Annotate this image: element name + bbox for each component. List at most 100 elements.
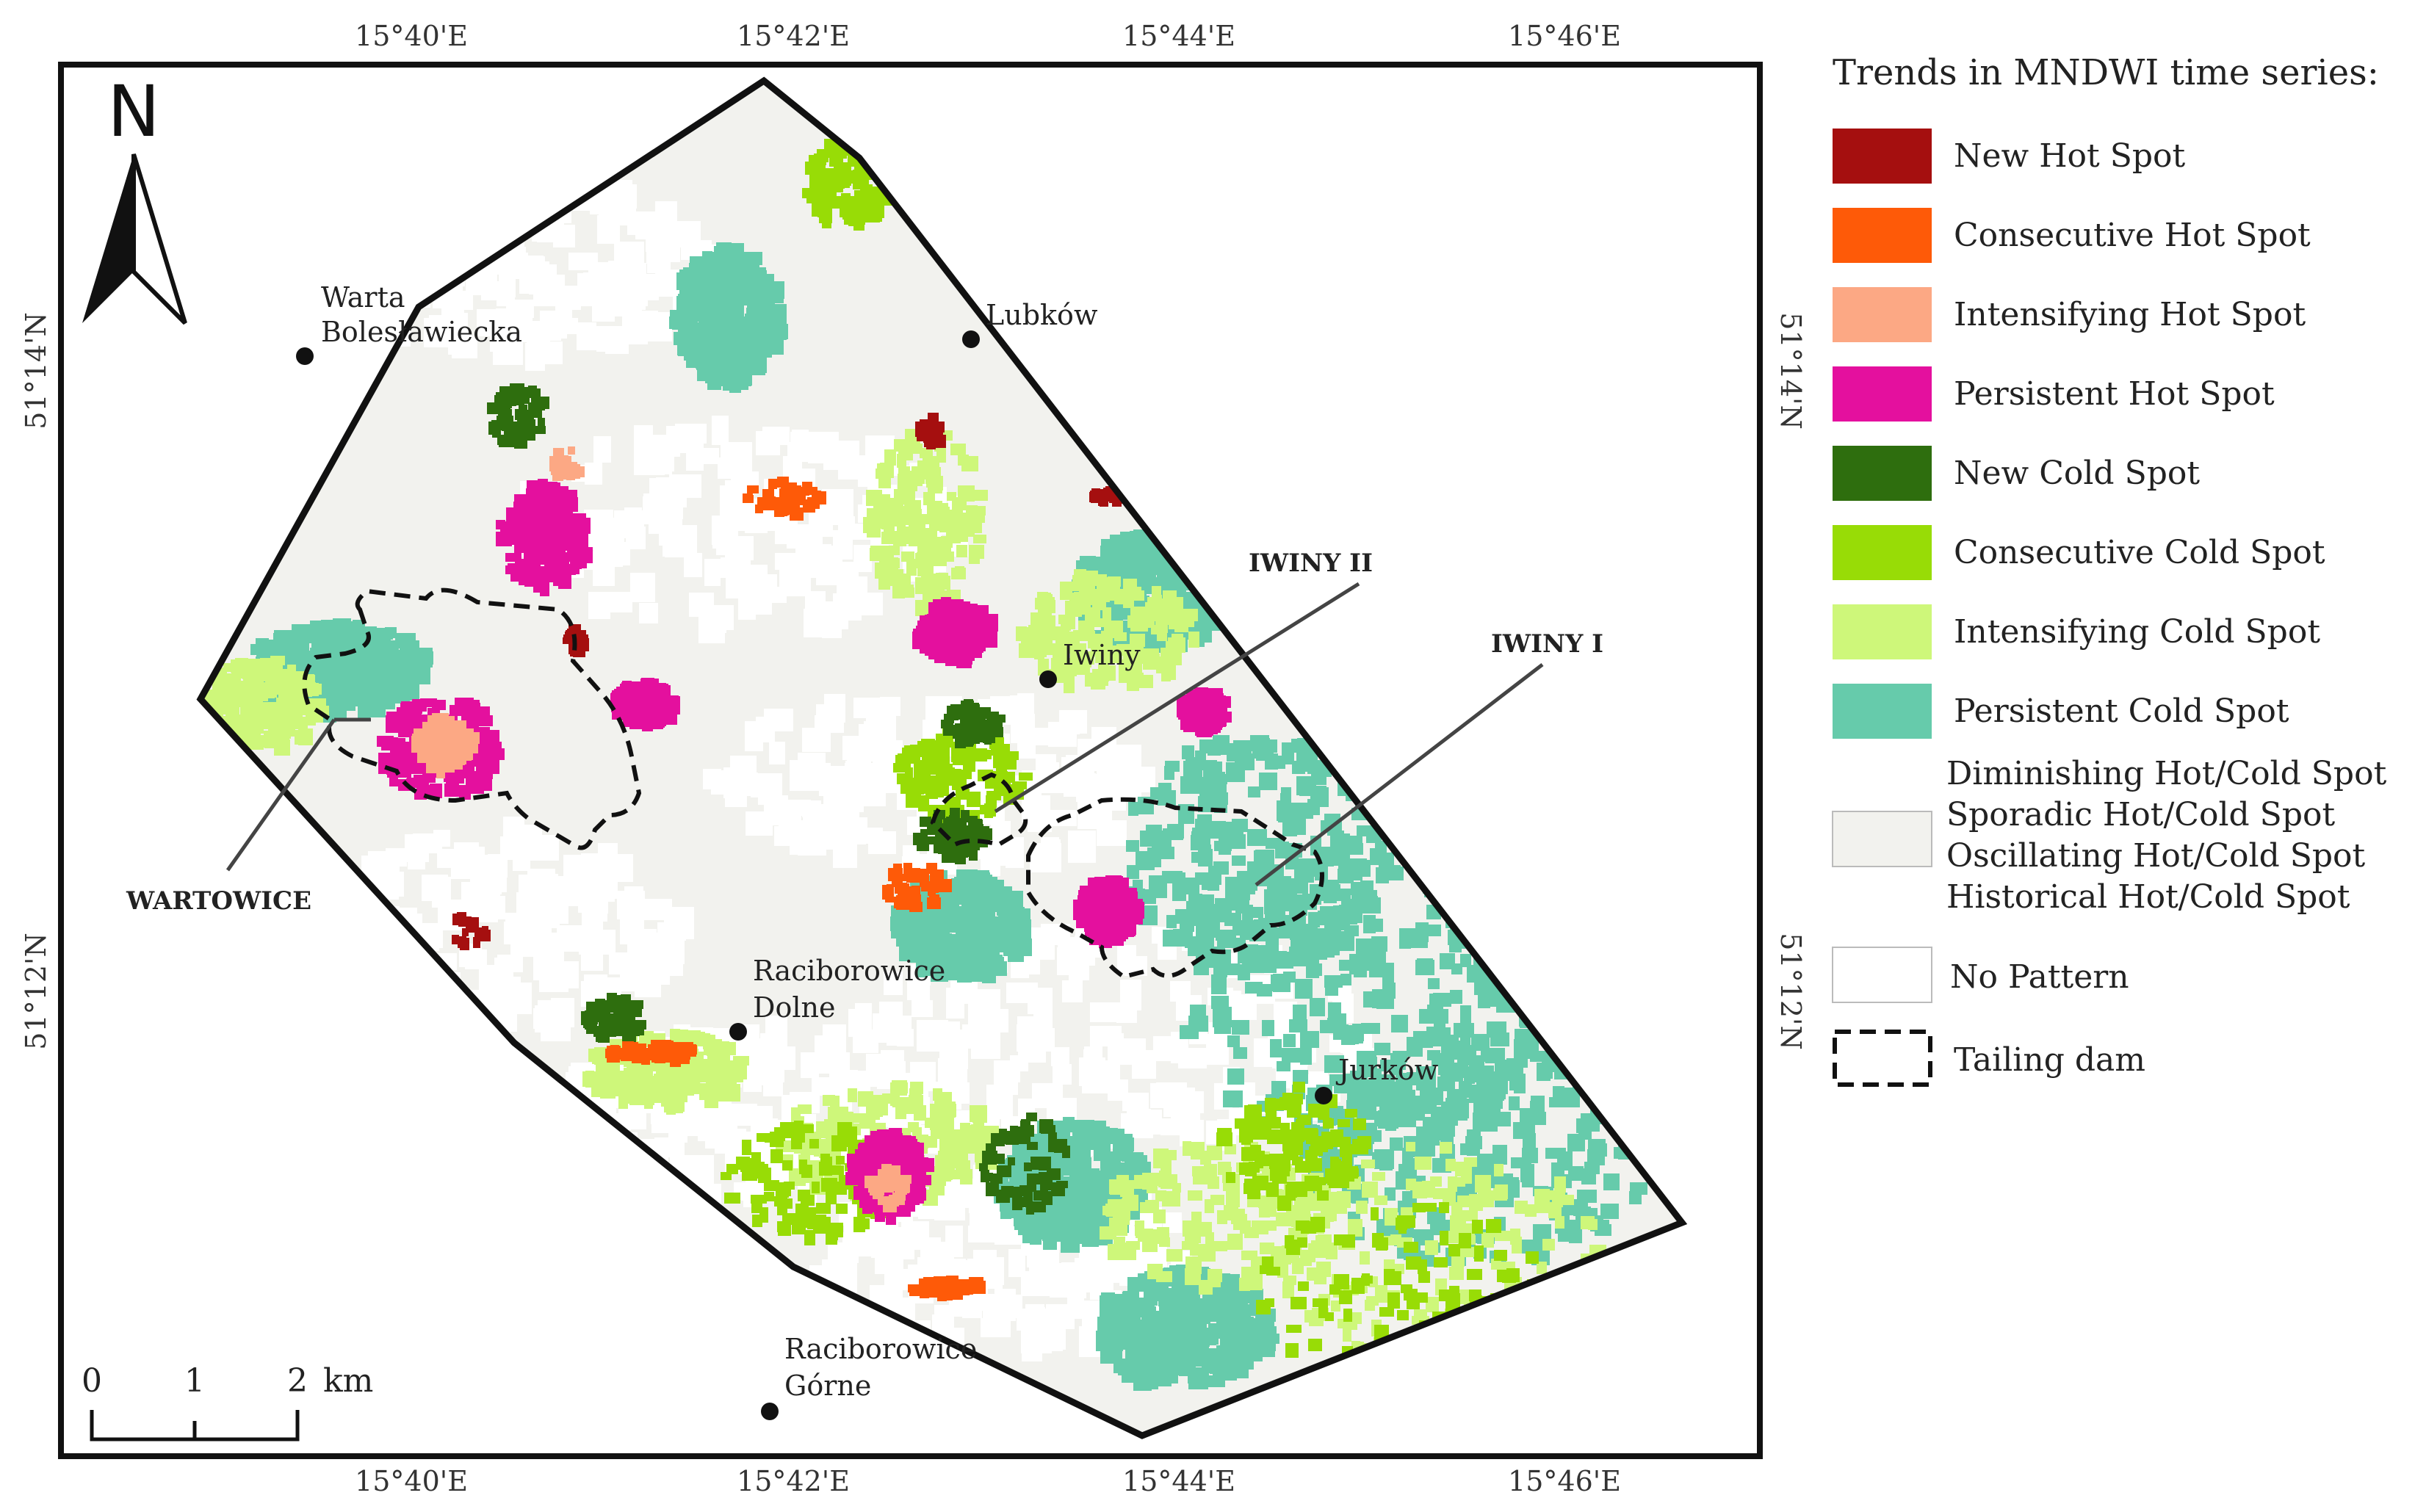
raster-cell — [929, 1179, 945, 1196]
raster-cell — [1102, 1128, 1118, 1144]
raster-cell — [884, 1269, 903, 1298]
raster-cell — [968, 1226, 997, 1242]
raster-cell — [1232, 856, 1246, 866]
raster-cell — [961, 456, 978, 471]
raster-cell — [630, 573, 655, 602]
raster-cell — [1282, 753, 1293, 764]
raster-cell — [648, 452, 674, 471]
raster-cell — [1598, 1220, 1609, 1234]
raster-cell — [1371, 1207, 1379, 1220]
raster-cell — [1116, 1004, 1137, 1023]
raster-cell — [769, 795, 788, 820]
raster-cell — [1494, 1250, 1507, 1261]
raster-cell — [1185, 1256, 1202, 1274]
raster-cell — [1371, 952, 1386, 972]
raster-cell — [1343, 869, 1362, 880]
raster-cell — [727, 1063, 740, 1074]
raster-cell — [896, 583, 910, 598]
raster-cell — [350, 692, 365, 702]
raster-cell — [1027, 1307, 1045, 1324]
raster-cell — [1203, 760, 1217, 781]
raster-cell — [284, 723, 295, 737]
raster-cell — [1123, 579, 1137, 596]
raster-cell — [956, 1137, 973, 1147]
raster-cell — [812, 1182, 820, 1193]
raster-cell — [1292, 947, 1309, 966]
raster-cell — [1163, 930, 1174, 947]
raster-cell — [1233, 740, 1252, 753]
raster-cell — [1183, 878, 1199, 894]
raster-cell — [660, 496, 682, 517]
raster-cell — [482, 855, 501, 885]
raster-cell — [770, 1149, 783, 1163]
raster-cell — [477, 309, 508, 336]
raster-cell — [557, 318, 578, 334]
raster-cell — [936, 573, 948, 585]
raster-cell — [1205, 1199, 1214, 1213]
raster-cell — [1213, 1007, 1232, 1027]
raster-cell — [1263, 778, 1277, 788]
raster-cell — [1097, 1326, 1113, 1347]
raster-cell — [978, 888, 996, 900]
raster-cell — [400, 646, 414, 661]
raster-cell — [1246, 1344, 1263, 1361]
raster-cell — [614, 184, 637, 209]
raster-cell — [1053, 1064, 1072, 1085]
raster-cell — [378, 640, 397, 659]
raster-cell — [998, 905, 1015, 925]
raster-cell — [1349, 954, 1362, 974]
raster-cell — [1265, 1220, 1277, 1231]
raster-cell — [973, 535, 986, 543]
raster-cell — [551, 961, 579, 988]
raster-cell — [1091, 574, 1107, 586]
raster-cell — [1227, 1234, 1243, 1250]
raster-cell — [1172, 597, 1183, 609]
raster-cell — [298, 728, 313, 745]
raster-cell — [724, 1193, 740, 1204]
raster-cell — [859, 593, 883, 615]
raster-cell — [1017, 693, 1034, 725]
raster-cell — [1188, 1190, 1202, 1201]
raster-cell — [1038, 600, 1052, 615]
raster-cell — [647, 257, 671, 273]
raster-cell — [560, 286, 581, 310]
raster-cell — [1327, 1018, 1340, 1030]
raster-cell — [1530, 1101, 1543, 1115]
raster-cell — [1007, 942, 1020, 955]
raster-cell — [859, 1115, 876, 1129]
raster-cell — [1459, 1088, 1479, 1098]
raster-cell — [1217, 1210, 1227, 1224]
raster-cell — [1172, 1183, 1181, 1193]
raster-cell — [1183, 761, 1194, 778]
raster-cell — [1549, 1097, 1564, 1107]
raster-cell — [450, 313, 468, 339]
raster-cell — [552, 886, 579, 906]
raster-cell — [1487, 1109, 1497, 1127]
raster-cell — [1244, 1227, 1259, 1238]
raster-cell — [1122, 1188, 1133, 1202]
raster-cell — [698, 258, 713, 276]
raster-cell — [1198, 779, 1213, 792]
raster-cell — [342, 622, 357, 639]
raster-cell — [620, 914, 644, 944]
raster-cell — [243, 729, 258, 741]
raster-cell — [1266, 838, 1284, 849]
raster-cell — [1493, 1188, 1507, 1201]
raster-cell — [1343, 1309, 1352, 1322]
raster-cell — [1083, 1049, 1102, 1077]
raster-cell — [1475, 1175, 1491, 1193]
raster-cell — [1328, 1002, 1341, 1017]
raster-cell — [973, 1112, 984, 1127]
raster-cell — [1160, 1118, 1182, 1135]
raster-cell — [1440, 1231, 1448, 1245]
raster-cell — [1299, 858, 1317, 877]
raster-cell — [1361, 1023, 1380, 1034]
raster-cell — [1339, 905, 1357, 925]
raster-cell — [1286, 1325, 1302, 1333]
raster-cell — [1108, 576, 1121, 587]
raster-cell — [1064, 773, 1089, 797]
raster-cell — [1600, 1204, 1619, 1219]
raster-cell — [1301, 1221, 1316, 1234]
raster-cell — [1119, 1298, 1136, 1314]
raster-cell — [1439, 1202, 1449, 1213]
